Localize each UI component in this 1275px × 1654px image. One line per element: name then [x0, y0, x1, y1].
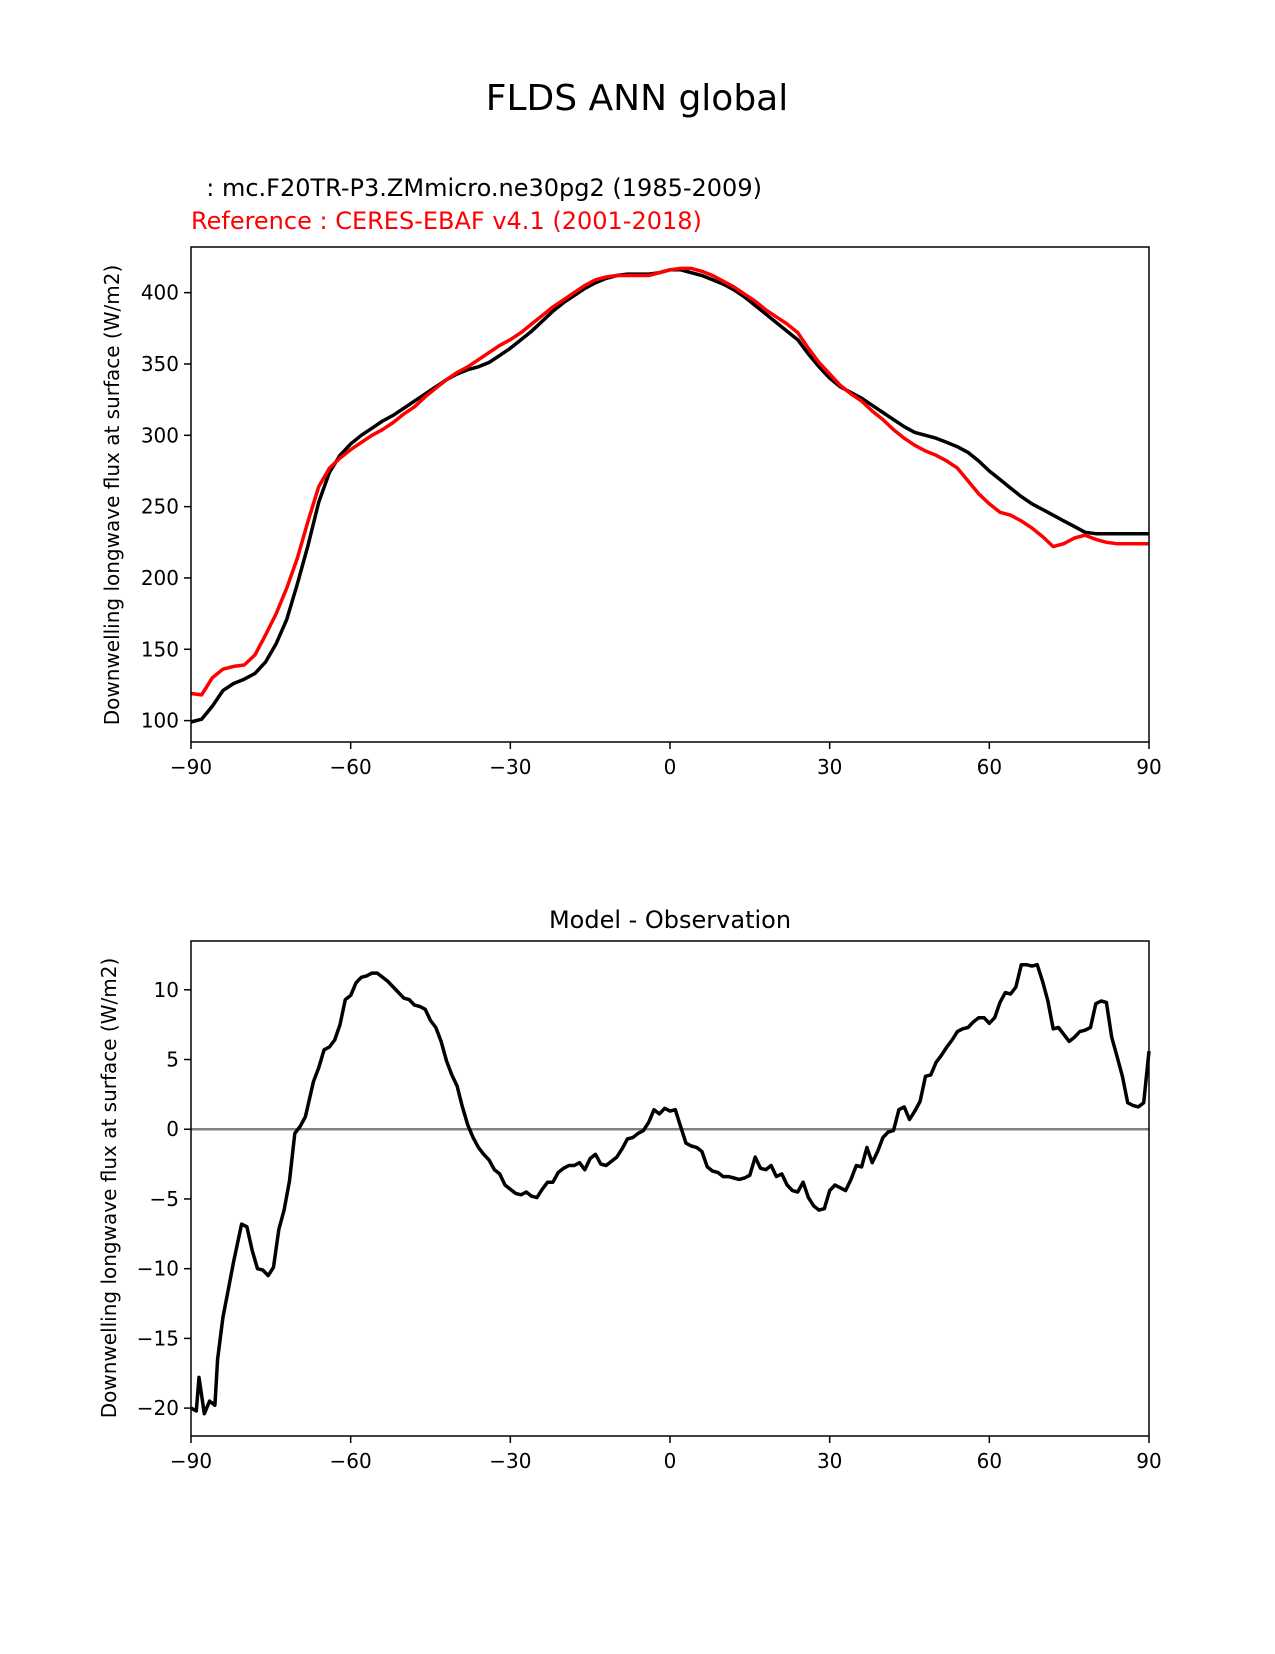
- x-tick-label: 0: [664, 1449, 677, 1473]
- y-axis-ticks: 100 150 200 250 300 350 400: [141, 281, 191, 733]
- y-tick-label: 200: [141, 566, 179, 590]
- x-tick-label: −30: [489, 755, 531, 779]
- figure-title: FLDS ANN global: [486, 78, 789, 119]
- y-axis-label: Downwelling longwave flux at surface (W/…: [100, 265, 124, 726]
- y-tick-label: 300: [141, 423, 179, 447]
- series-lines: [190, 962, 1151, 1416]
- x-tick-label: 0: [664, 755, 677, 779]
- y-tick-label: 250: [141, 495, 179, 519]
- subtitle-model: : mc.F20TR-P3.ZMmicro.ne30pg2 (1985-2009…: [191, 174, 762, 202]
- plot-frame: [190, 940, 1150, 1437]
- panel-top-chart: : mc.F20TR-P3.ZMmicro.ne30pg2 (1985-2009…: [100, 174, 1162, 779]
- x-tick-label: 90: [1136, 755, 1161, 779]
- x-tick-label: 30: [817, 1449, 842, 1473]
- series-lines: [190, 266, 1149, 724]
- model-line: [190, 268, 1149, 724]
- y-tick-label: 400: [141, 281, 179, 305]
- plot-frame: [190, 246, 1150, 743]
- y-tick-label: −5: [150, 1187, 179, 1211]
- x-tick-label: −30: [489, 1449, 531, 1473]
- x-tick-label: −90: [170, 755, 212, 779]
- y-tick-label: −15: [137, 1326, 179, 1350]
- y-tick-label: 5: [166, 1048, 179, 1072]
- y-tick-label: 150: [141, 637, 179, 661]
- y-tick-label: −20: [137, 1396, 179, 1420]
- y-tick-label: 100: [141, 709, 179, 733]
- y-axis-ticks: −20 −15 −10 −5 0 5 10: [137, 978, 191, 1420]
- x-tick-label: −90: [170, 1449, 212, 1473]
- panel-bottom-chart: Model - Observation Downwelling longwave…: [97, 906, 1162, 1473]
- x-axis-ticks: −90 −60 −30 0 30 60 90: [170, 742, 1162, 779]
- x-tick-label: 60: [977, 1449, 1002, 1473]
- x-tick-label: 30: [817, 755, 842, 779]
- y-axis-label: Downwelling longwave flux at surface (W/…: [97, 958, 121, 1419]
- subtitle-reference: Reference : CERES-EBAF v4.1 (2001-2018): [191, 207, 702, 235]
- x-tick-label: −60: [330, 755, 372, 779]
- y-tick-label: 10: [154, 978, 179, 1002]
- model-line: [190, 962, 1151, 1416]
- y-tick-label: 0: [166, 1117, 179, 1141]
- x-tick-label: 90: [1136, 1449, 1161, 1473]
- y-tick-label: 350: [141, 352, 179, 376]
- chart-title: Model - Observation: [549, 906, 791, 934]
- x-tick-label: 60: [977, 755, 1002, 779]
- y-tick-label: −10: [137, 1257, 179, 1281]
- x-axis-ticks: −90 −60 −30 0 30 60 90: [170, 1436, 1162, 1473]
- x-tick-label: −60: [330, 1449, 372, 1473]
- reference-line: [190, 266, 1149, 697]
